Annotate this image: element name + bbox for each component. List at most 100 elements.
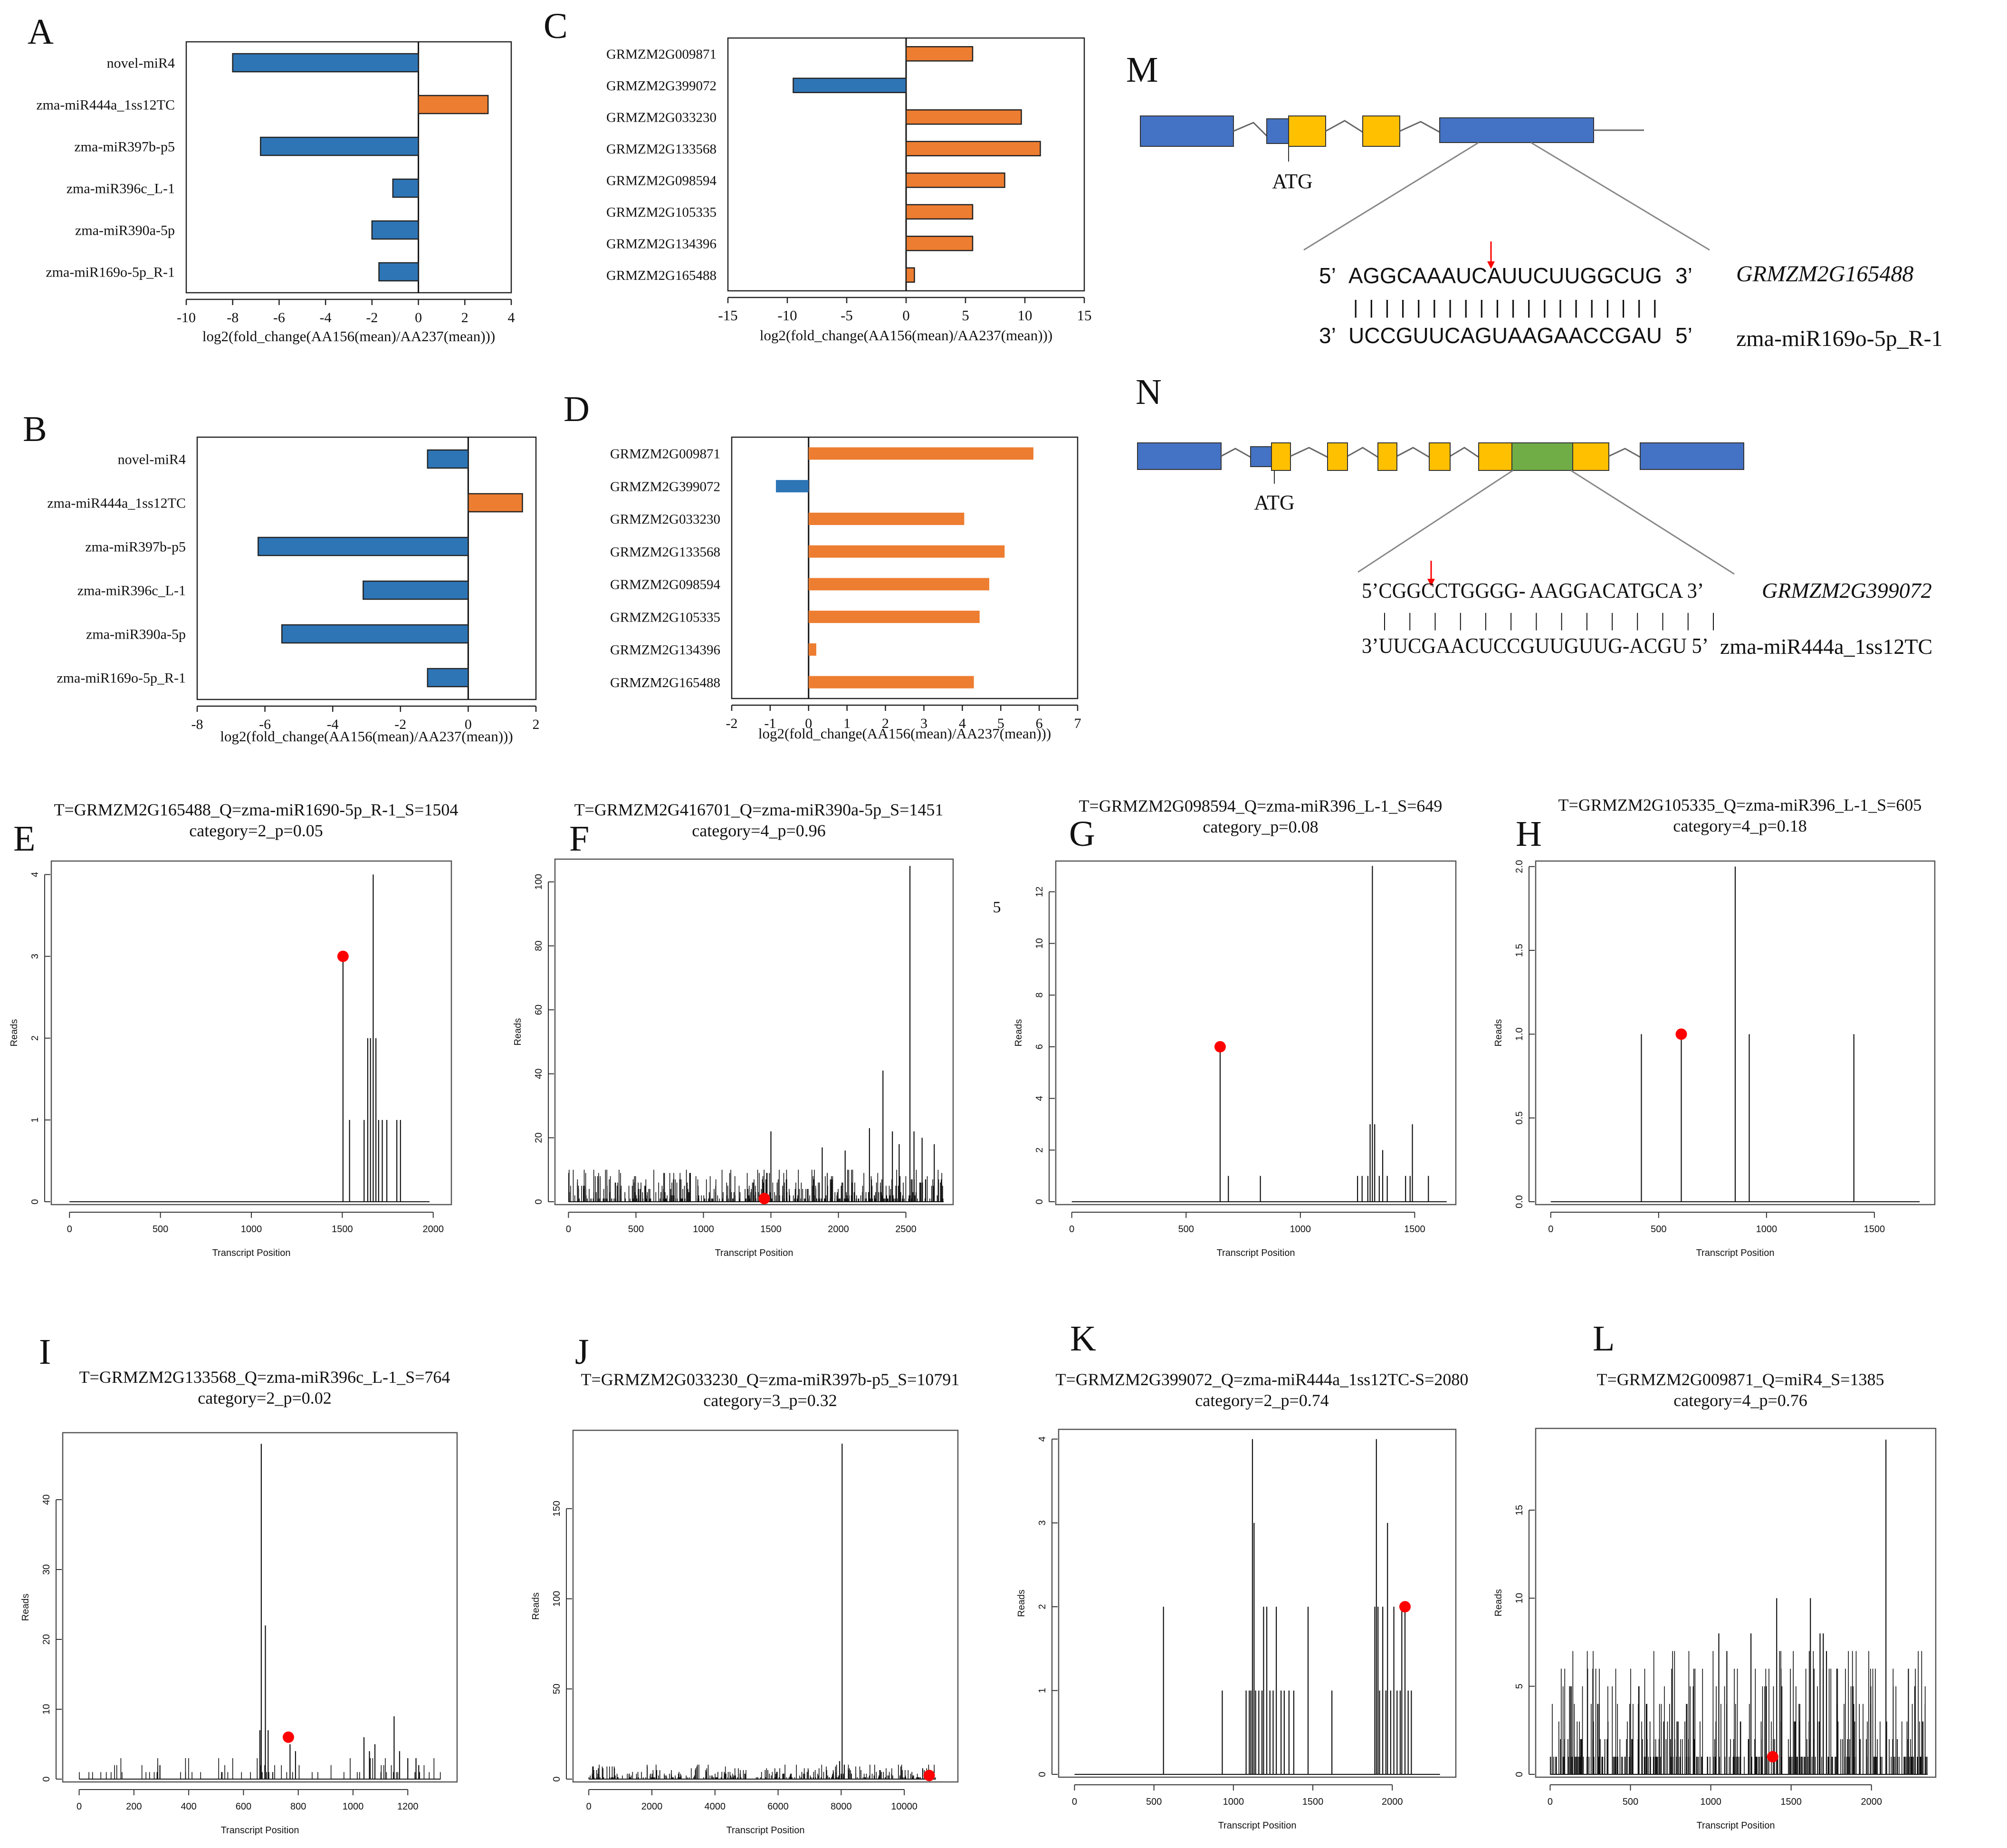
x-tick-label-d-4: 2 (882, 716, 889, 731)
target-gene-name-m: GRMZM2G165488 (1736, 261, 1913, 287)
category-label-c-4: GRMZM2G133568 (606, 142, 717, 157)
trace-subtitle-l: category=4_p=0.76 (1673, 1391, 1807, 1410)
x-tick-label-j-1: 2000 (641, 1801, 663, 1812)
exon-m-3 (1439, 117, 1594, 143)
x-tick-label-d-9: 7 (1074, 716, 1081, 731)
bar-b-3 (258, 536, 469, 556)
y-tick-label-j-2: 100 (552, 1591, 562, 1607)
trace-subtitle-j: category=3_p=0.32 (703, 1391, 837, 1410)
x-tick-label-a-4: -2 (366, 310, 378, 326)
category-label-d-8: GRMZM2G165488 (610, 675, 720, 690)
trace-title-f: T=GRMZM2G416701_Q=zma-miR390a-5p_S=1451 (574, 800, 944, 819)
x-axis-title-c: log2(fold_change(AA156(mean)/AA237(mean)… (760, 327, 1052, 344)
bar-d-3 (808, 512, 965, 525)
x-tick-label-i-0: 0 (76, 1801, 82, 1812)
x-tick-label-a-5: 0 (415, 310, 422, 326)
x-tick-label-k-2: 1000 (1223, 1797, 1244, 1807)
category-label-d-4: GRMZM2G133568 (610, 545, 720, 560)
y-tick-label-g-1: 2 (1034, 1148, 1045, 1153)
x-tick-label-g-3: 1500 (1404, 1224, 1425, 1235)
y-tick-label-k-3: 3 (1037, 1520, 1048, 1525)
x-axis-title-a: log2(fold_change(AA156(mean)/AA237(mean)… (202, 328, 495, 345)
x-tick-label-c-6: 15 (1077, 307, 1092, 324)
pairing-lines-n: | | | | | | | | | | | | | | (1383, 609, 1715, 631)
mirna-line-n: 3’UUCGAACUCCGUUGUUG-ACGU 5’ (1362, 633, 1709, 658)
x-tick-label-d-6: 4 (959, 716, 966, 731)
trace-title-e: T=GRMZM2G165488_Q=zma-miR1690-5p_R-1_S=1… (54, 800, 459, 819)
panel-label-d: D (564, 389, 590, 429)
category-label-c-6: GRMZM2G105335 (606, 205, 717, 220)
cds-m-1 (1288, 115, 1326, 147)
bar-d-5 (808, 578, 989, 591)
x-tick-label-c-4: 5 (962, 307, 969, 324)
x-tick-label-i-2: 400 (181, 1801, 196, 1812)
y-tick-label-g-6: 12 (1034, 887, 1045, 897)
category-label-d-2: GRMZM2G399072 (610, 479, 720, 494)
trace-frame-i (62, 1432, 458, 1783)
y-tick-label-e-4: 4 (30, 872, 40, 877)
trace-subtitle-h: category=4_p=0.18 (1673, 816, 1807, 835)
y-tick-label-i-4: 40 (41, 1494, 52, 1505)
x-tick-label-h-0: 0 (1548, 1224, 1553, 1235)
y-tick-label-g-2: 4 (1034, 1096, 1045, 1101)
y-tick-label-i-0: 0 (41, 1776, 52, 1781)
x-tick-label-d-0: -2 (726, 716, 738, 731)
x-tick-label-l-0: 0 (1548, 1797, 1553, 1807)
x-tick-label-c-0: -15 (718, 307, 737, 324)
bar-a-1 (232, 53, 419, 73)
y-axis-title-l: Reads (1493, 1589, 1504, 1617)
y-tick-label-i-3: 30 (41, 1564, 52, 1575)
x-tick-label-f-1: 500 (628, 1224, 644, 1235)
y-tick-label-l-2: 10 (1514, 1593, 1525, 1603)
x-tick-label-k-1: 500 (1146, 1797, 1162, 1807)
atg-label-m: ATG (1272, 170, 1313, 193)
x-axis-title-l: Transcript Position (1697, 1820, 1775, 1831)
cds-n-5 (1478, 442, 1512, 471)
category-label-c-8: GRMZM2G165488 (606, 268, 717, 283)
y-tick-label-h-1: 0.5 (1514, 1111, 1525, 1125)
category-label-a-5: zma-miR390a-5p (75, 223, 175, 239)
bar-plot-frame-d (731, 436, 1079, 699)
bar-plot-frame-a (185, 41, 512, 294)
y-tick-label-f-2: 40 (534, 1069, 544, 1079)
x-tick-label-i-3: 600 (236, 1801, 251, 1812)
trace-frame-g (1055, 860, 1457, 1206)
trace-title-h: T=GRMZM2G105335_Q=zma-miR396_L-1_S=605 (1558, 795, 1922, 814)
category-label-d-6: GRMZM2G105335 (610, 610, 720, 625)
pairing-lines-m: | | | | | | | | | | | | | | | | | | | | (1353, 297, 1657, 318)
trace-title-l: T=GRMZM2G009871_Q=miR4_S=1385 (1597, 1370, 1884, 1389)
bar-c-8 (905, 267, 915, 283)
x-tick-label-b-0: -8 (191, 717, 203, 732)
panel-label-g: G (1069, 814, 1095, 854)
x-tick-label-d-5: 3 (920, 716, 927, 731)
y-tick-label-h-0: 0.0 (1514, 1195, 1525, 1208)
bar-c-7 (905, 236, 974, 251)
zoom-line-left-n (1357, 469, 1513, 573)
trace-frame-j (572, 1429, 959, 1783)
category-label-d-5: GRMZM2G098594 (610, 577, 721, 593)
x-tick-label-b-4: 0 (465, 717, 472, 732)
category-label-b-3: zma-miR397b-p5 (85, 539, 186, 555)
bar-b-4 (363, 580, 469, 600)
x-axis-title-h: Transcript Position (1696, 1248, 1775, 1258)
cleavage-site-marker-l (1767, 1751, 1778, 1762)
x-tick-label-f-3: 1500 (760, 1224, 782, 1235)
intron-n-5 (1450, 447, 1479, 458)
x-tick-label-b-1: -6 (259, 717, 271, 732)
x-tick-label-a-2: -6 (273, 310, 285, 326)
mirna-name-m: zma-miR169o-5p_R-1 (1736, 326, 1943, 351)
y-tick-label-f-5: 100 (534, 874, 544, 890)
bar-plot-frame-b (196, 436, 537, 700)
panel-label-j: J (575, 1332, 589, 1372)
bar-c-4 (905, 141, 1041, 156)
category-label-b-2: zma-miR444a_1ss12TC (47, 496, 186, 511)
exon-m-2 (1266, 118, 1289, 144)
bar-d-6 (808, 611, 980, 623)
y-tick-label-h-3: 1.5 (1514, 944, 1525, 957)
y-tick-label-f-0: 0 (534, 1199, 544, 1204)
trace-subtitle-i: category=2_p=0.02 (198, 1388, 332, 1408)
y-tick-label-e-1: 1 (30, 1117, 40, 1122)
x-tick-label-f-0: 0 (566, 1224, 571, 1235)
bar-c-6 (905, 204, 974, 220)
trace-frame-l (1535, 1427, 1937, 1778)
